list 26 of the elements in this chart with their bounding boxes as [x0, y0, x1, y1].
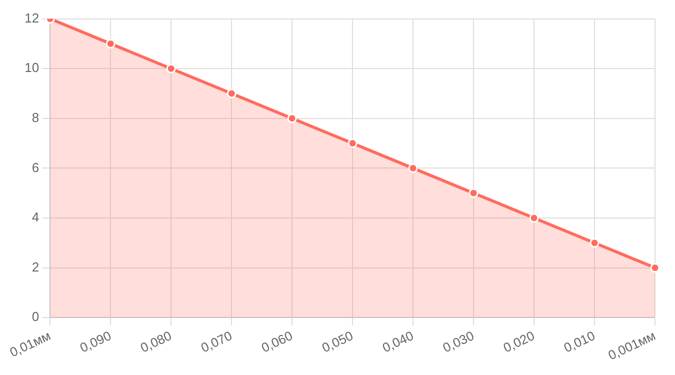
x-tick-label: 0,020: [500, 328, 537, 356]
x-tick-label: 0,090: [78, 328, 114, 356]
y-tick-label: 12: [24, 10, 40, 26]
y-tick-label: 2: [32, 259, 40, 274]
point: [408, 163, 418, 173]
point: [590, 238, 600, 248]
point: [650, 263, 660, 273]
point: [348, 138, 358, 148]
y-tick-label: 10: [24, 60, 40, 76]
y-tick-label: 4: [32, 210, 40, 225]
point: [226, 88, 236, 98]
point: [166, 64, 176, 74]
point: [287, 114, 297, 124]
point: [529, 213, 539, 223]
point: [106, 38, 116, 48]
x-tick-label: 0,050: [320, 328, 356, 356]
x-tick-label: 0,060: [259, 328, 295, 356]
x-tick-label: 0,030: [440, 328, 476, 356]
x-tick-label: 0,070: [198, 328, 234, 356]
y-tick-label: 6: [32, 160, 40, 175]
y-tick-label: 8: [32, 110, 40, 125]
point: [468, 188, 478, 198]
x-tick-label: 0,040: [380, 328, 416, 356]
x-tick-label: 0,010: [561, 328, 598, 356]
y-tick-label: 0: [32, 309, 40, 324]
x-tick-label: 0,080: [138, 328, 174, 356]
